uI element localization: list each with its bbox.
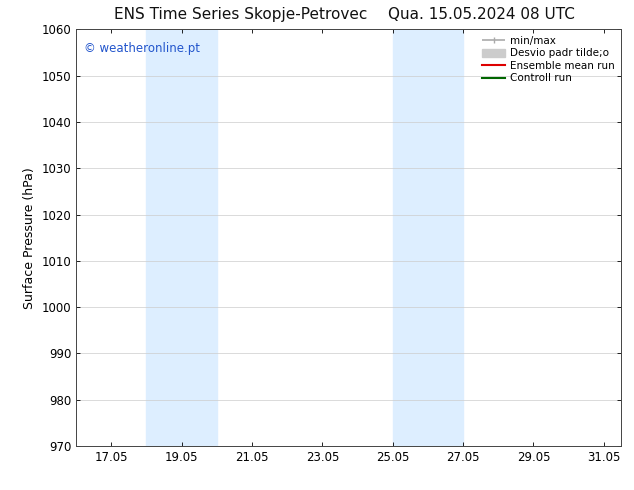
Bar (392, 29, 463, 446)
Y-axis label: Surface Pressure (hPa): Surface Pressure (hPa) (23, 167, 36, 309)
Text: © weatheronline.pt: © weatheronline.pt (84, 42, 200, 55)
Text: Qua. 15.05.2024 08 UTC: Qua. 15.05.2024 08 UTC (389, 7, 575, 23)
Legend: min/max, Desvio padr tilde;o, Ensemble mean run, Controll run: min/max, Desvio padr tilde;o, Ensemble m… (479, 32, 618, 87)
Text: ENS Time Series Skopje-Petrovec: ENS Time Series Skopje-Petrovec (114, 7, 368, 23)
Bar (146, 29, 217, 446)
